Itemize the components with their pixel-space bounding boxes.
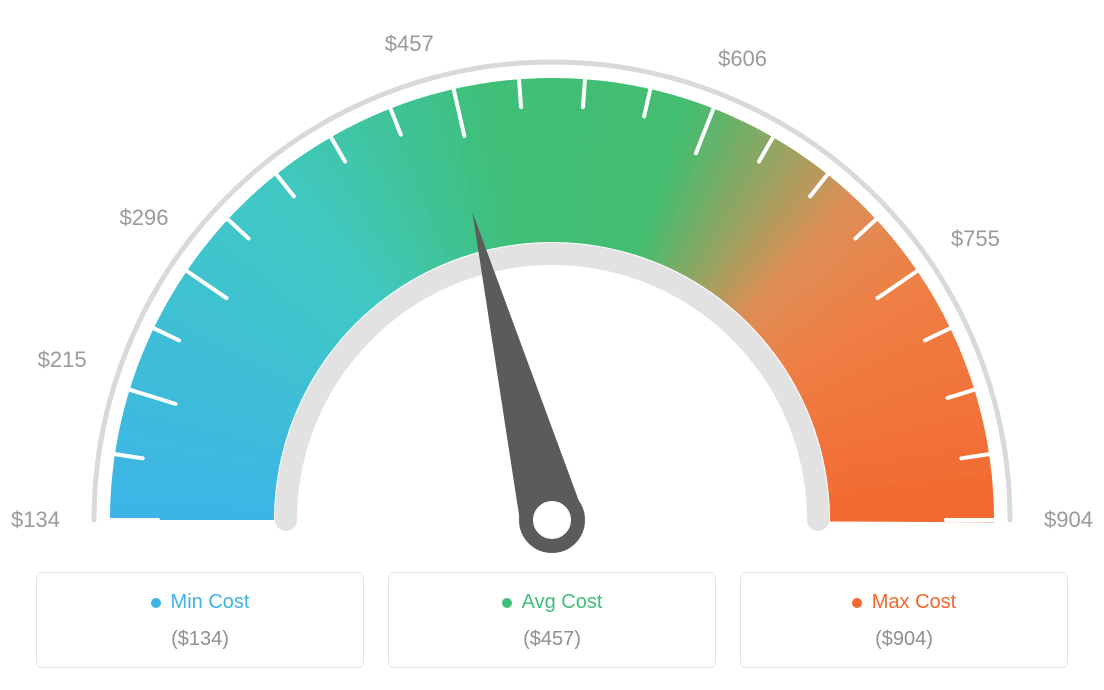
legend-card-min: Min Cost ($134)	[36, 572, 364, 668]
legend-value: ($904)	[751, 628, 1057, 651]
legend-title-avg: Avg Cost	[502, 591, 603, 614]
legend-row: Min Cost ($134) Avg Cost ($457) Max Cost…	[36, 572, 1068, 668]
legend-card-avg: Avg Cost ($457)	[388, 572, 716, 668]
gauge-tick-label: $215	[38, 347, 87, 373]
gauge-svg	[0, 0, 1104, 560]
legend-title-max: Max Cost	[852, 591, 956, 614]
legend-value: ($457)	[399, 628, 705, 651]
gauge-tick-label: $606	[718, 46, 767, 72]
gauge-tick-label: $296	[120, 205, 169, 231]
legend-title-min: Min Cost	[151, 591, 250, 614]
gauge-tick-label: $134	[11, 507, 60, 533]
legend-label: Avg Cost	[522, 591, 603, 614]
legend-label: Min Cost	[171, 591, 250, 614]
legend-label: Max Cost	[872, 591, 956, 614]
gauge-tick-label: $457	[385, 31, 434, 57]
dot-icon	[151, 598, 161, 608]
gauge-tick-label: $755	[951, 226, 1000, 252]
legend-value: ($134)	[47, 628, 353, 651]
dot-icon	[852, 598, 862, 608]
gauge-chart: $134 $215 $296 $457 $606 $755 $904	[0, 0, 1104, 560]
gauge-tick-label: $904	[1044, 507, 1093, 533]
legend-card-max: Max Cost ($904)	[740, 572, 1068, 668]
dot-icon	[502, 598, 512, 608]
